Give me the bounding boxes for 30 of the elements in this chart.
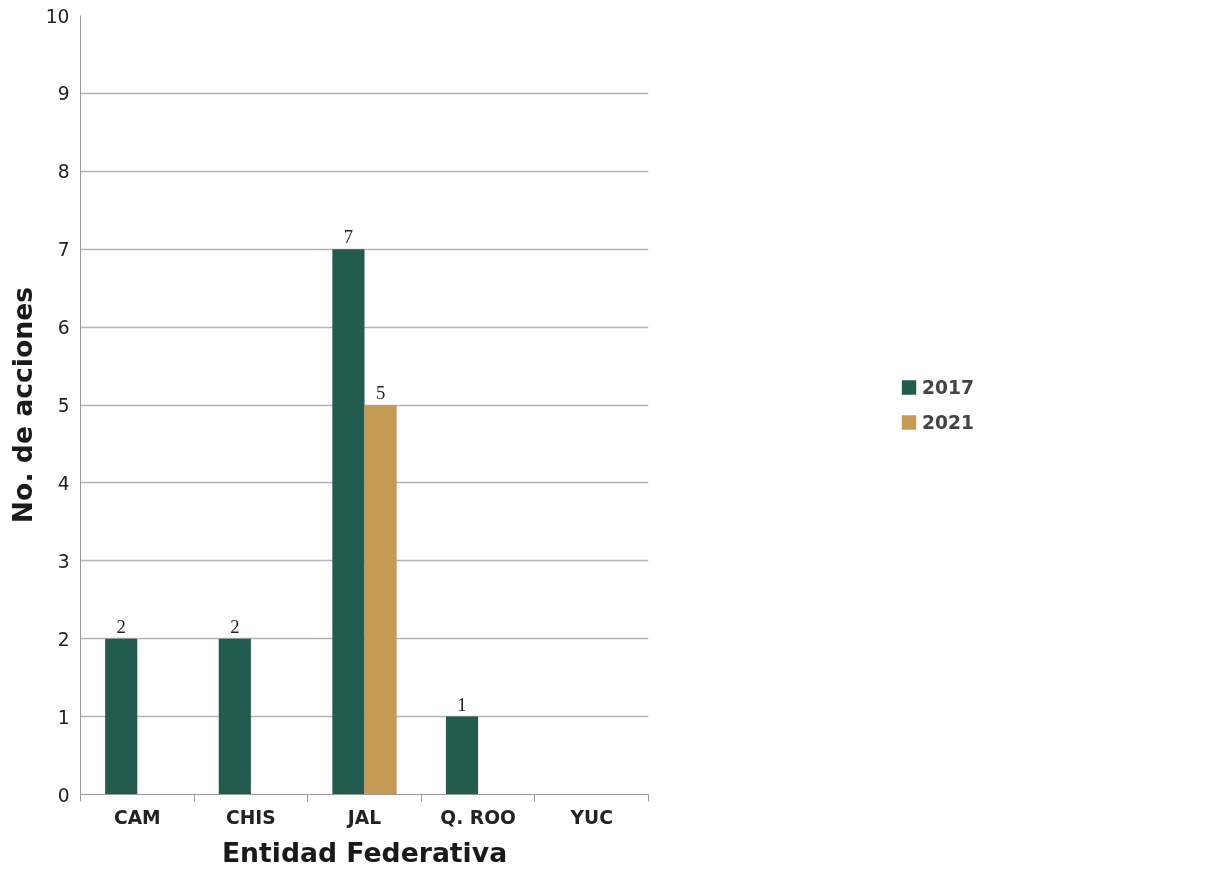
data-label: 5 [375,382,386,403]
y-tick-label: 5 [57,395,70,416]
x-tick-label: JAL [345,806,382,828]
y-tick-label: 7 [57,239,70,261]
x-tick-label: Q. ROO [440,806,516,828]
bar [332,249,365,795]
x-tick-label: YUC [569,806,613,828]
data-label: 1 [457,693,467,715]
y-tick-label: 2 [57,628,70,650]
data-label: 7 [343,226,354,248]
y-tick-label: 6 [57,317,70,339]
x-tick-label: CHIS [226,806,276,828]
y-tick-label: 4 [57,472,70,494]
x-tick-label: CAM [113,806,161,828]
y-tick-label: 9 [57,83,70,105]
bar [445,716,479,795]
y-tick-label: 3 [57,550,70,572]
data-label: 2 [116,615,126,637]
x-axis-title: Entidad Federativa [221,836,508,868]
bar [105,638,138,795]
y-tick-label: 1 [57,706,70,728]
bar [218,638,251,795]
legend-label: 2017 [922,376,974,398]
y-tick-label: 0 [57,784,70,806]
data-label: 2 [230,615,240,637]
y-axis-title: No. de acciones [6,286,38,524]
y-tick-label: 10 [45,5,70,27]
legend-label: 2021 [922,411,974,433]
bar [364,405,397,795]
y-tick-label: 8 [57,161,70,183]
